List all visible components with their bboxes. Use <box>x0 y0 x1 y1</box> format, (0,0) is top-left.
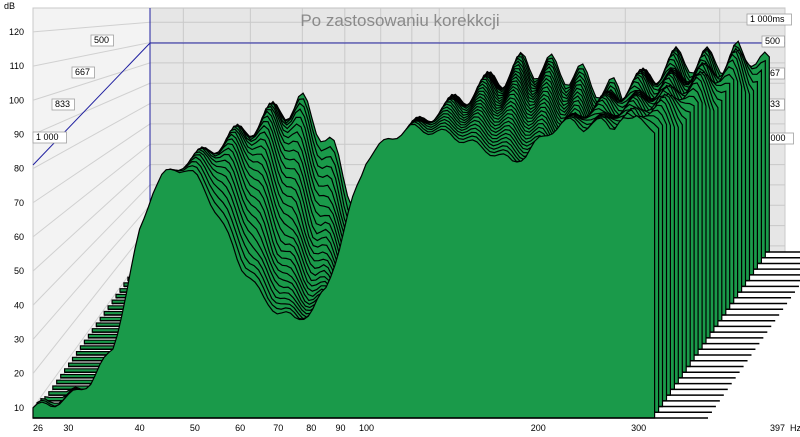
y-tick-label: 10 <box>14 403 24 413</box>
time-label-right: 667 <box>765 68 780 78</box>
time-label-left-box <box>51 98 75 111</box>
time-label-left: 667 <box>75 67 90 77</box>
axis-ticks: 10 20 30 40 50 60 70 80 90 100 110 120 26 30 40 50 60 70 8… <box>9 27 785 433</box>
side-grid-line <box>32 82 151 135</box>
y-tick-label: 20 <box>14 369 24 379</box>
side-grid-line <box>32 123 151 204</box>
time-label-right: 500 <box>765 36 780 46</box>
y-axis-label: dB <box>4 1 15 11</box>
side-grid-line <box>32 164 151 272</box>
x-tick-label: 40 <box>135 423 145 433</box>
x-tick-label: 60 <box>235 423 245 433</box>
time-label-left: 1 000 <box>36 132 59 142</box>
x-tick-label: 70 <box>273 423 283 433</box>
time-label-right: 1 000ms <box>750 14 785 24</box>
waterfall-slice <box>32 114 656 419</box>
time-label-right: 1 000 <box>763 133 786 143</box>
time-label-left: 833 <box>55 99 70 109</box>
x-tick-label: 200 <box>531 423 546 433</box>
x-tick-label: 80 <box>306 423 316 433</box>
time-label-left-box <box>32 131 67 144</box>
time-label-left-box <box>90 34 114 47</box>
y-tick-label: 50 <box>14 266 24 276</box>
y-tick-label: 30 <box>14 334 24 344</box>
waterfall-slices <box>32 40 800 419</box>
x-tick-label: 50 <box>190 423 200 433</box>
x-tick-label: 397 <box>770 423 785 433</box>
side-grid-line <box>32 184 151 306</box>
side-grid-line <box>32 21 151 33</box>
x-tick-label: 30 <box>63 423 73 433</box>
time-labels: 1 000 833 667 500 1 000ms 500 667 833 1 000 <box>32 13 794 145</box>
x-tick-label: 90 <box>335 423 345 433</box>
side-grid-line <box>32 62 151 101</box>
y-tick-label: 70 <box>14 198 24 208</box>
chart-title: Po zastosowaniu korekkcji <box>300 11 499 30</box>
side-grid-line <box>32 204 151 340</box>
y-tick-label: 40 <box>14 300 24 310</box>
time-label-right-box <box>761 35 785 48</box>
y-tick-label: 60 <box>14 232 24 242</box>
y-tick-label: 100 <box>9 95 24 105</box>
time-label-left: 500 <box>94 35 109 45</box>
time-label-right: 833 <box>765 99 780 109</box>
time-axis-diagonal <box>32 42 151 166</box>
y-tick-label: 80 <box>14 164 24 174</box>
time-label-left-box <box>71 66 95 79</box>
side-grid-line <box>32 225 151 374</box>
y-tick-label: 120 <box>9 27 24 37</box>
y-tick-label: 90 <box>14 129 24 139</box>
side-grid-line <box>32 103 151 170</box>
x-tick-label: 100 <box>359 423 374 433</box>
side-grid-line <box>32 143 151 238</box>
x-tick-label: 26 <box>33 423 43 433</box>
side-grid-line <box>32 42 151 67</box>
x-axis-unit: Hz <box>790 423 800 433</box>
time-label-right-box <box>746 13 792 26</box>
x-tick-label: 300 <box>631 423 646 433</box>
y-tick-label: 110 <box>10 61 24 71</box>
